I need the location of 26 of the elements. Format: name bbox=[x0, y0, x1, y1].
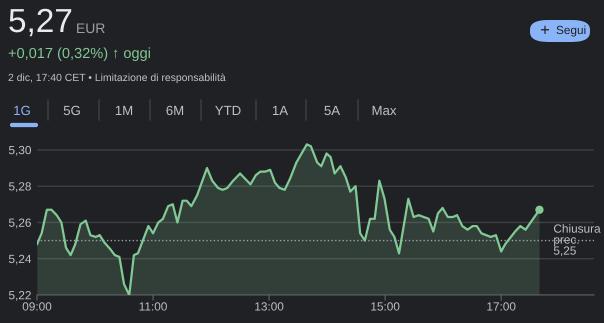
text: Segui bbox=[556, 26, 586, 36]
text: ↑ oggi bbox=[114, 47, 150, 62]
y-tick-label: 5,22 bbox=[8, 291, 31, 301]
x-tick-label: 17:00 bbox=[487, 302, 516, 311]
text: + bbox=[540, 26, 550, 34]
text: 5A bbox=[324, 106, 340, 116]
text: 2 dic, 17:40 CET • Limitazione di responsabilità bbox=[8, 73, 226, 84]
text: 1M bbox=[116, 106, 132, 115]
text: 6M bbox=[166, 106, 184, 116]
x-tick-label: 13:00 bbox=[255, 302, 284, 311]
text: Max bbox=[372, 106, 396, 116]
text: 5G bbox=[64, 106, 80, 116]
x-tick-label: 09:00 bbox=[22, 302, 52, 311]
y-tick-label: 5,24 bbox=[8, 254, 32, 265]
chart-title: 5,27 bbox=[9, 8, 72, 36]
text: 1A bbox=[272, 106, 288, 115]
text: 1G bbox=[14, 106, 30, 116]
y-tick-label: 5,28 bbox=[8, 182, 31, 192]
text: +0,017 (0,32%) bbox=[8, 47, 108, 62]
x-tick-label: 11:00 bbox=[140, 302, 167, 311]
text: YTD bbox=[215, 106, 241, 115]
text: EUR bbox=[77, 23, 105, 34]
ref-line-label: Chiusura prec. 5,25 bbox=[554, 224, 601, 256]
y-tick-label: 5,26 bbox=[8, 218, 31, 228]
y-tick-label: 5,30 bbox=[8, 146, 31, 156]
x-tick-label: 15:00 bbox=[371, 302, 400, 311]
